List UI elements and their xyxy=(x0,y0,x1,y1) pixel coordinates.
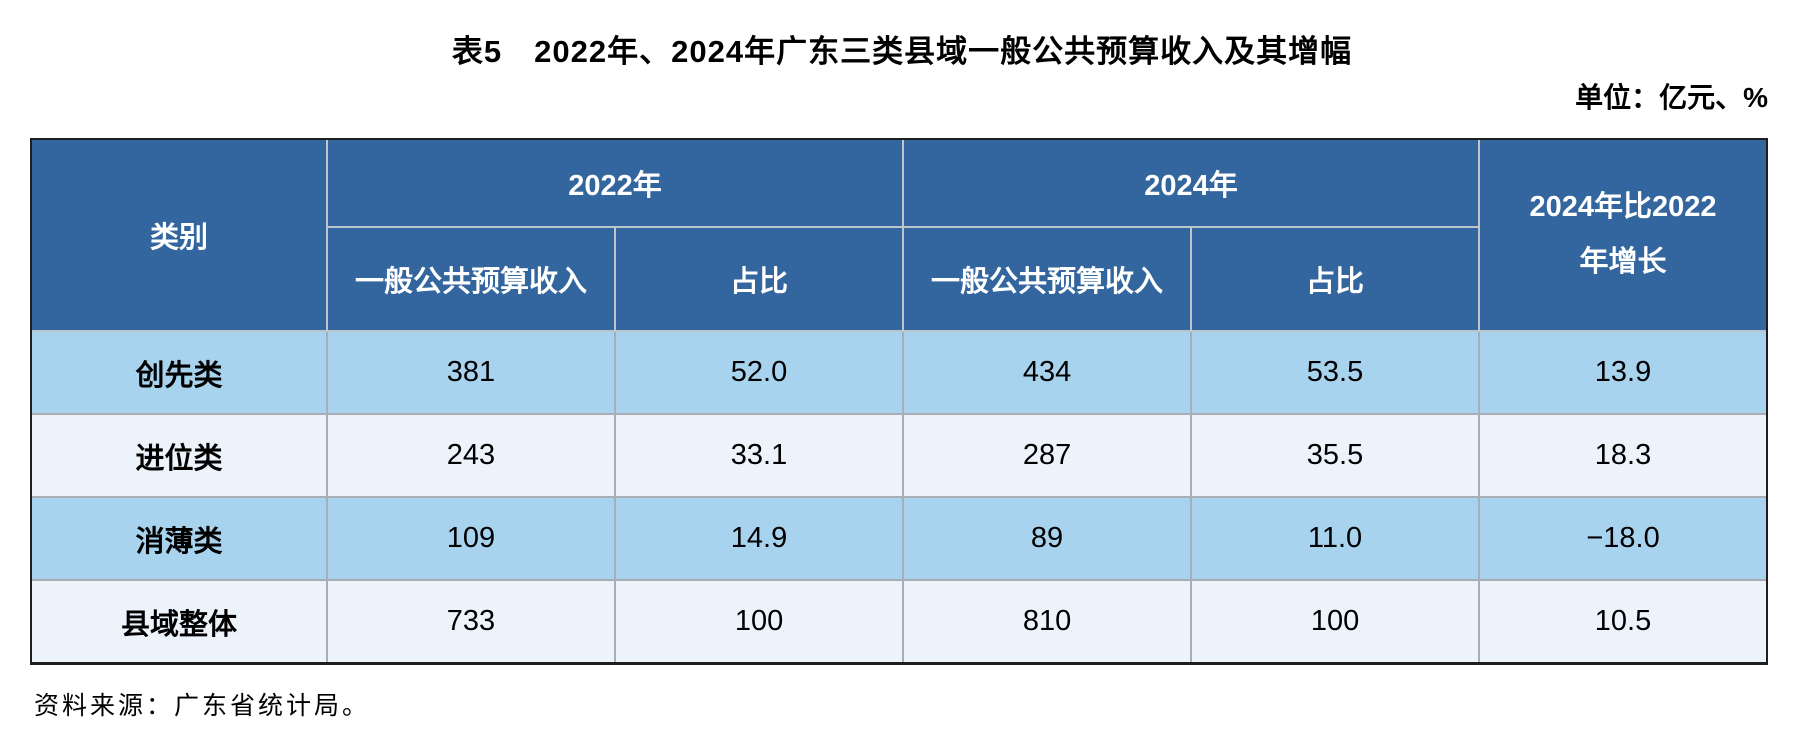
cell-growth: 18.3 xyxy=(1478,413,1767,498)
cell-share2024: 53.5 xyxy=(1190,330,1481,415)
cell-rev2024: 287 xyxy=(902,413,1193,498)
header-cell-2024-revenue: 一般公共预算收入 xyxy=(902,226,1193,332)
header-cell-2024-share: 占比 xyxy=(1190,226,1480,332)
cell-rev2024: 434 xyxy=(902,330,1193,415)
header-growth-line2: 年增长 xyxy=(1579,246,1667,278)
header-row-groups: 类别 2022年 2024年 2024年比2022 年增长 xyxy=(32,140,1767,332)
cell-share2022: 100 xyxy=(613,579,905,662)
cell-rev2022: 243 xyxy=(326,413,616,498)
table-header: 类别 2022年 2024年 2024年比2022 年增长 一般公共预算收入 占… xyxy=(32,140,1767,332)
table-title: 表5 2022年、2024年广东三类县域一般公共预算收入及其增幅 xyxy=(451,34,1353,69)
cell-category: 创先类 xyxy=(32,330,328,415)
header-row-subcolumns: 一般公共预算收入 占比 一般公共预算收入 占比 xyxy=(32,226,1766,332)
header-cell-2022-group: 2022年 xyxy=(325,140,905,228)
table-row-jinwei: 进位类 243 33.1 287 35.5 18.3 xyxy=(32,413,1767,498)
cell-rev2022: 381 xyxy=(326,330,616,415)
cell-share2022: 14.9 xyxy=(613,496,905,581)
header-growth-line1: 2024年比2022 xyxy=(1529,191,1717,223)
cell-rev2024: 89 xyxy=(902,496,1193,581)
cell-rev2022: 109 xyxy=(326,496,616,581)
header-cell-category: 类别 xyxy=(32,140,328,332)
table-row-xiaobo: 消薄类 109 14.9 89 11.0 −18.0 xyxy=(32,496,1767,581)
header-cell-2022-revenue: 一般公共预算收入 xyxy=(327,226,616,332)
cell-share2022: 33.1 xyxy=(613,413,905,498)
unit-note: 单位：亿元、% xyxy=(1575,82,1768,113)
source-note: 资料来源：广东省统计局。 xyxy=(34,691,371,720)
cell-rev2022: 733 xyxy=(326,579,616,662)
header-cell-2022-share: 占比 xyxy=(613,226,905,332)
cell-growth: 13.9 xyxy=(1478,330,1767,415)
header-cell-2024-group: 2024年 xyxy=(902,140,1481,228)
data-table: 类别 2022年 2024年 2024年比2022 年增长 一般公共预算收入 占… xyxy=(30,138,1768,665)
cell-growth: 10.5 xyxy=(1478,579,1767,662)
cell-growth: −18.0 xyxy=(1478,496,1767,581)
cell-share2022: 52.0 xyxy=(613,330,905,415)
cell-share2024: 100 xyxy=(1190,579,1481,662)
table-row-xianyu-overall: 县域整体 733 100 810 100 10.5 xyxy=(32,579,1767,662)
cell-category: 消薄类 xyxy=(32,496,328,581)
cell-category: 进位类 xyxy=(32,413,328,498)
table-body: 创先类 381 52.0 434 53.5 13.9 进位类 243 33.1 … xyxy=(32,330,1767,662)
cell-share2024: 35.5 xyxy=(1190,413,1481,498)
table-row-chuangxian: 创先类 381 52.0 434 53.5 13.9 xyxy=(32,330,1767,415)
cell-rev2024: 810 xyxy=(902,579,1193,662)
cell-share2024: 11.0 xyxy=(1190,496,1481,581)
budget-revenue-table: 类别 2022年 2024年 2024年比2022 年增长 一般公共预算收入 占… xyxy=(32,140,1767,662)
cell-category: 县域整体 xyxy=(32,579,328,662)
header-cell-growth: 2024年比2022 年增长 xyxy=(1478,140,1767,332)
